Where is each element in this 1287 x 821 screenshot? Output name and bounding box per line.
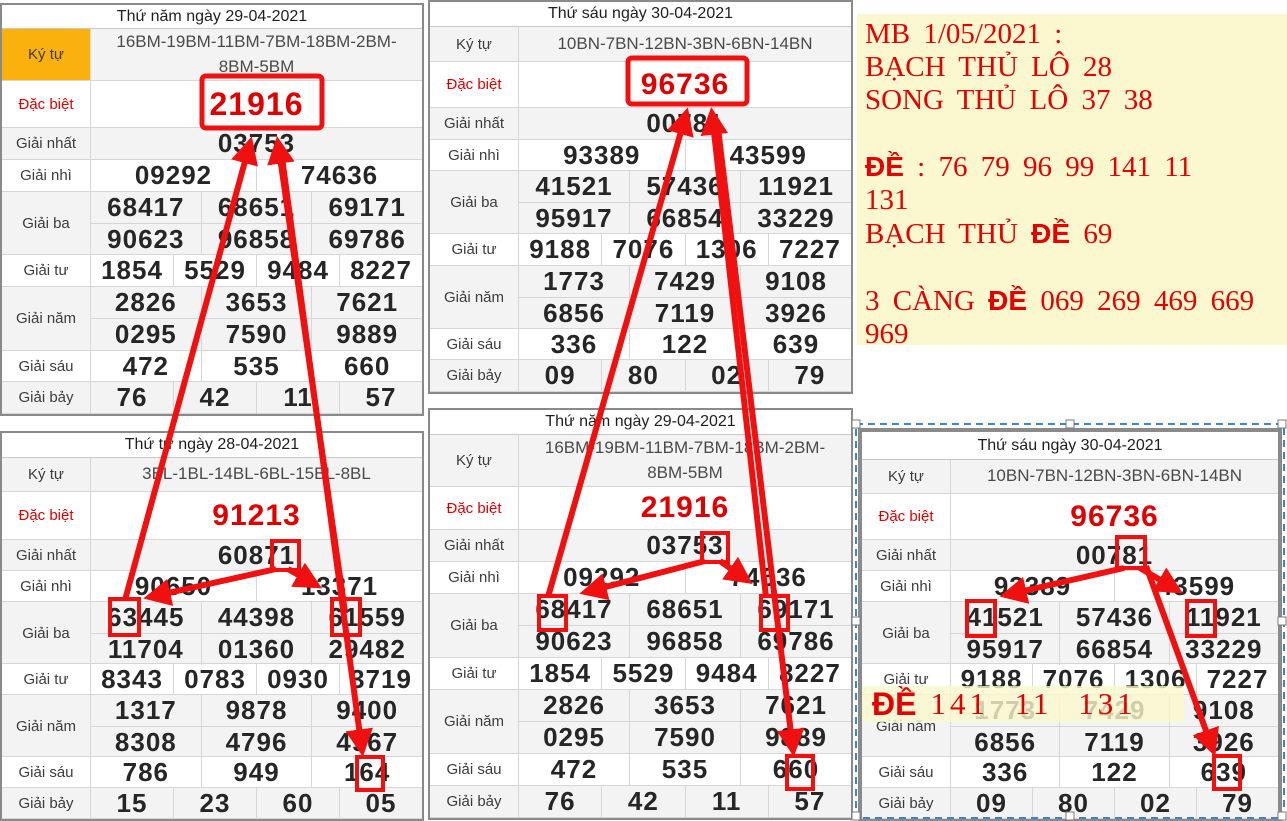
de-annotation-overlay: ĐỀ 141 11 131 <box>862 686 1184 722</box>
row-dac-biet: Đặc biệt 96736 <box>862 494 1278 540</box>
row-giai-nhi: Giải nhì 09292 74636 <box>2 159 422 192</box>
row-giai-nhi: Giải nhì 93389 43599 <box>862 571 1278 602</box>
row-giai-ba: Giải ba 68417 68651 69171 90623 96858 69… <box>2 191 422 256</box>
lottery-table-29-04-top[interactable]: Thứ năm ngày 29-04-2021 Ký tự 16BM-19BM-… <box>0 3 424 417</box>
dac-biet-value: 21916 <box>518 487 851 529</box>
row-kytu: Ký tự 16BM-19BM-11BM-7BM-18BM-2BM-8BM-5B… <box>2 29 422 81</box>
prize-value: 03753 <box>90 128 422 159</box>
dac-biet-value: 21916 <box>90 81 422 127</box>
row-giai-nhi: Giải nhì 93389 43599 <box>430 139 851 171</box>
row-giai-nam: Giải năm 2826 3653 7621 0295 7590 9889 <box>430 690 851 754</box>
row-giai-bay: Giải bảy 76 42 11 57 <box>2 382 422 415</box>
row-giai-nhat: Giải nhất 60871 <box>2 540 422 571</box>
table-date-title: Thứ sáu ngày 30-04-2021 <box>862 432 1278 460</box>
row-giai-nhat: Giải nhất 00781 <box>430 108 851 140</box>
panel-line-3-cang: 3 CÀNG ĐỀ 069 269 469 669 <box>865 285 1255 317</box>
row-giai-nhi: Giải nhì 90650 13371 <box>2 571 422 602</box>
row-giai-sau: Giải sáu 786 949 164 <box>2 757 422 788</box>
prediction-panel: MB 1/05/2021 : BẠCH THỦ LÔ 28 SONG THỦ L… <box>857 14 1287 350</box>
kytu-label: Ký tự <box>456 452 492 469</box>
kytu-label: Ký tự <box>888 468 924 485</box>
row-kytu: Ký tự 10BN-7BN-12BN-3BN-6BN-14BN <box>862 460 1278 494</box>
panel-line-de-wrap: 131 <box>865 184 909 216</box>
kytu-value: 16BM-19BM-11BM-7BM-18BM-2BM-8BM-5BM <box>518 435 851 486</box>
kytu-label: Ký tự <box>2 29 90 80</box>
lottery-table-30-04-bottom[interactable]: Thứ sáu ngày 30-04-2021 Ký tự 10BN-7BN-1… <box>858 428 1282 821</box>
row-giai-bay: Giải bảy 76 42 11 57 <box>430 786 851 818</box>
row-giai-nam: Giải năm 2826 3653 7621 0295 7590 9889 <box>2 286 422 351</box>
kytu-value: 16BM-19BM-11BM-7BM-18BM-2BM-8BM-5BM <box>90 29 422 80</box>
lottery-table-29-04-bottom[interactable]: Thứ năm ngày 29-04-2021 Ký tự 16BM-19BM-… <box>428 408 853 820</box>
panel-line-song-thu-lo: SONG THỦ LÔ 37 38 <box>865 84 1153 116</box>
row-giai-tu: Giải tư 9188 7076 1306 7227 <box>430 234 851 266</box>
row-giai-nam: Giải năm 1317 9878 9400 8308 4796 4967 <box>2 695 422 758</box>
kytu-label: Ký tự <box>28 466 64 483</box>
row-giai-tu: Giải tư 1854 5529 9484 8227 <box>2 255 422 287</box>
kytu-value: 3BL-1BL-14BL-6BL-15BL-8BL <box>90 458 422 491</box>
table-date-title: Thứ sáu ngày 30-04-2021 <box>430 2 851 27</box>
row-giai-nam: Giải năm 1773 7429 9108 6856 7119 3926 <box>430 265 851 329</box>
row-giai-sau: Giải sáu 472 535 660 <box>2 350 422 383</box>
row-giai-tu: Giải tư 1854 5529 9484 8227 <box>430 658 851 690</box>
row-giai-nhat: Giải nhất 03753 <box>2 128 422 160</box>
kytu-label: Ký tự <box>456 35 492 53</box>
row-kytu: Ký tự 16BM-19BM-11BM-7BM-18BM-2BM-8BM-5B… <box>430 435 851 487</box>
row-giai-ba: Giải ba 63445 44398 61559 11704 01360 29… <box>2 602 422 665</box>
dac-biet-value: 91213 <box>90 492 422 539</box>
panel-line-date: MB 1/05/2021 : <box>865 18 1063 50</box>
row-giai-ba: Giải ba 41521 57436 11921 95917 66854 33… <box>862 602 1278 665</box>
panel-line-3-cang-wrap: 969 <box>865 318 909 350</box>
row-giai-nhi: Giải nhì 09292 74636 <box>430 562 851 594</box>
lottery-table-28-04[interactable]: Thứ tư ngày 28-04-2021 Ký tự 3BL-1BL-14B… <box>0 431 424 821</box>
row-giai-bay: Giải bảy 09 80 02 79 <box>430 360 851 392</box>
de-overlay-label: ĐỀ <box>872 685 917 722</box>
row-dac-biet: Đặc biệt 91213 <box>2 492 422 540</box>
row-giai-tu: Giải tư 8343 0783 0930 3719 <box>2 664 422 695</box>
table-date-title: Thứ năm ngày 29-04-2021 <box>430 410 851 435</box>
row-giai-bay: Giải bảy 09 80 02 79 <box>862 788 1278 819</box>
kytu-value: 10BN-7BN-12BN-3BN-6BN-14BN <box>518 27 851 61</box>
panel-line-bach-thu-de: BẠCH THỦ ĐỀ 69 <box>865 218 1113 250</box>
kytu-value: 10BN-7BN-12BN-3BN-6BN-14BN <box>950 460 1278 493</box>
row-dac-biet: Đặc biệt 21916 <box>430 487 851 530</box>
table-date-title: Thứ năm ngày 29-04-2021 <box>2 5 422 29</box>
row-kytu: Ký tự 3BL-1BL-14BL-6BL-15BL-8BL <box>2 458 422 492</box>
row-dac-biet: Đặc biệt 21916 <box>2 81 422 128</box>
row-giai-bay: Giải bảy 15 23 60 05 <box>2 788 422 819</box>
selection-handle[interactable] <box>1065 419 1075 429</box>
dac-biet-value: 96736 <box>518 62 851 107</box>
selection-handle[interactable] <box>1277 419 1287 429</box>
row-giai-ba: Giải ba 41521 57436 11921 95917 66854 33… <box>430 171 851 234</box>
de-overlay-numbers: 141 11 131 <box>930 686 1137 721</box>
row-giai-sau: Giải sáu 336 122 639 <box>430 328 851 360</box>
dac-biet-value: 96736 <box>950 494 1278 539</box>
table-date-title: Thứ tư ngày 28-04-2021 <box>2 433 422 458</box>
row-giai-nhat: Giải nhất 03753 <box>430 530 851 562</box>
panel-line-de: ĐỀ : 76 79 96 99 141 11 <box>865 151 1193 183</box>
row-giai-sau: Giải sáu 472 535 660 <box>430 754 851 786</box>
selection-handle[interactable] <box>851 419 861 429</box>
row-giai-nhat: Giải nhất 00781 <box>862 540 1278 571</box>
row-dac-biet: Đặc biệt 96736 <box>430 62 851 108</box>
row-giai-ba: Giải ba 68417 68651 69171 90623 96858 69… <box>430 594 851 658</box>
dac-biet-label: Đặc biệt <box>18 95 74 113</box>
lottery-table-30-04-top[interactable]: Thứ sáu ngày 30-04-2021 Ký tự 10BN-7BN-1… <box>428 0 853 394</box>
row-kytu: Ký tự 10BN-7BN-12BN-3BN-6BN-14BN <box>430 27 851 62</box>
panel-line-bach-thu-lo: BẠCH THỦ LÔ 28 <box>865 51 1113 83</box>
row-giai-sau: Giải sáu 336 122 639 <box>862 757 1278 788</box>
